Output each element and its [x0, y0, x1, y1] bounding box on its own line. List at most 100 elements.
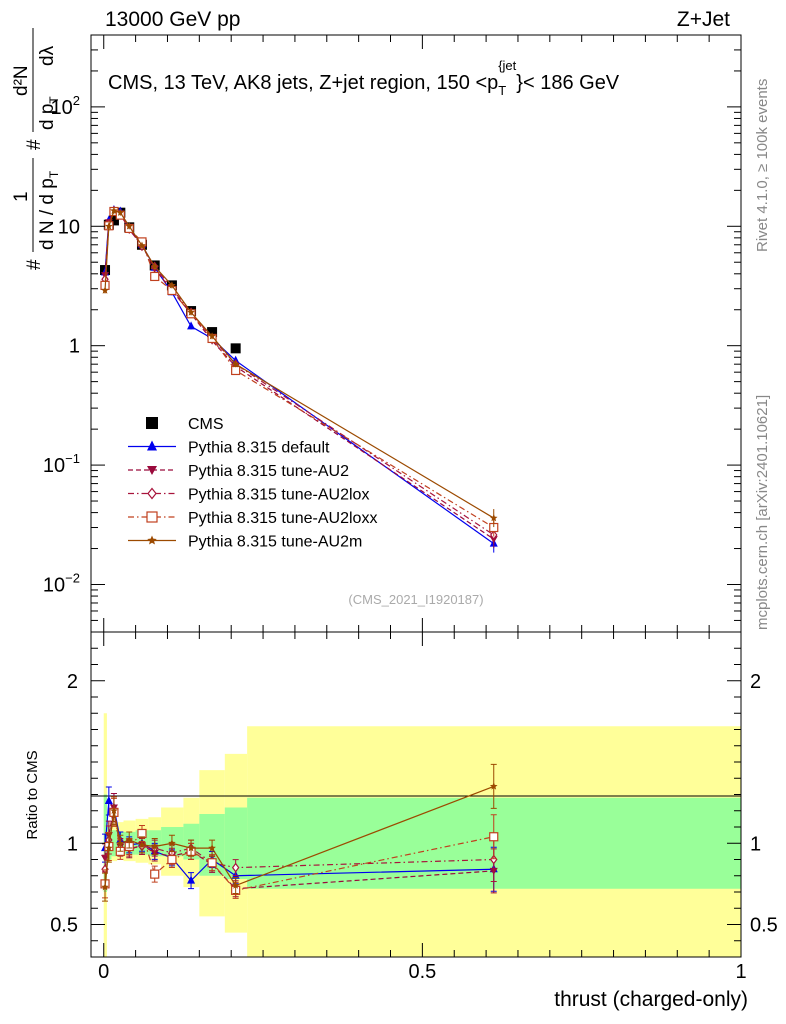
main-y-tick-labels: 10−2 10−1 1 10 102	[43, 93, 80, 597]
series-5-point-7	[168, 281, 176, 289]
series-5-point-6	[150, 262, 159, 270]
ratio-series-4-point-0	[101, 883, 109, 891]
series-0-group	[100, 207, 241, 354]
ratio-series-4-point-5	[138, 840, 146, 849]
series-5-line	[104, 209, 495, 519]
ratio-y-axis-label: Ratio to CMS	[24, 750, 41, 839]
ylabel-den: d N / d pT	[37, 170, 61, 250]
main-ytick-label-0: 10−2	[43, 570, 80, 596]
ratio-series-4-point-4	[125, 836, 134, 844]
main-data-layer	[100, 204, 499, 553]
series-5-point-11	[489, 514, 498, 522]
ylabel-num: d²N	[11, 65, 32, 96]
x-tick-labels: 0 0.5 1	[98, 961, 746, 983]
ratio-series-2-point-10	[231, 862, 240, 873]
series-4-line	[104, 210, 495, 529]
ratio-y-tick-labels: 0.5 0.5 1 1 2 2	[50, 671, 778, 937]
series-4-point-10	[231, 365, 241, 376]
ylabel-hash-2: #	[24, 139, 45, 150]
legend-marker-4	[146, 511, 158, 523]
x-axis-label: thrust (charged-only)	[554, 988, 748, 1011]
energy-label: 13000 GeV pp	[105, 8, 240, 31]
series-5-point-1	[105, 222, 113, 230]
series-0-point-9	[207, 327, 218, 338]
main-title-text: CMS, 13 TeV, AK8 jets, Z+jet region, 150…	[108, 72, 498, 94]
ratio-series-3-point-5	[137, 828, 147, 839]
ylabel-dlambda: dλ	[37, 45, 58, 66]
main-title-tail: < 186 GeV	[523, 72, 620, 94]
legend-label-5: Pythia 8.315 tune-AU2m	[188, 534, 362, 551]
legend-marker-0	[146, 417, 158, 429]
series-5-point-10	[231, 360, 240, 368]
ratio-ytick-label-left-1: 1	[67, 833, 78, 855]
series-5-point-2	[110, 206, 118, 214]
series-5-point-9	[208, 332, 216, 340]
series-5-group	[101, 206, 498, 528]
ratio-series-4-line	[104, 785, 494, 888]
series-5-point-5	[138, 241, 146, 249]
ratio-uncertainty-bands	[103, 713, 742, 957]
ratio-series-4-group	[101, 763, 498, 902]
ratio-series-0-point-1	[104, 796, 113, 804]
ratio-ytick-label-right-0: 0.5	[750, 915, 778, 937]
ratio-ytick-label-left-2: 2	[67, 671, 78, 693]
legend-marker-2	[147, 466, 157, 475]
series-5-point-8	[187, 308, 195, 316]
series-0-point-2	[108, 215, 119, 226]
ratio-series-4-point-6	[150, 842, 159, 850]
series-4-point-6	[150, 271, 160, 282]
ratio-series-2-point-11	[489, 854, 498, 865]
ratio-axis-ticks	[91, 632, 742, 957]
ratio-series-0-point-8	[187, 875, 196, 884]
ylabel-hash-1: #	[24, 259, 45, 270]
ratio-series-3-point-9	[207, 858, 217, 868]
legend-marker-5	[147, 535, 157, 545]
main-ytick-label-2: 1	[69, 336, 80, 358]
series-5-point-4	[125, 222, 134, 230]
main-title-sub: T	[498, 83, 506, 98]
watermark-label: (CMS_2021_I1920187)	[348, 592, 483, 607]
series-1-point-8	[187, 321, 196, 330]
legend-label-4: Pythia 8.315 tune-AU2loxx	[188, 510, 377, 527]
ratio-series-3-point-11	[489, 832, 499, 842]
ylabel-num2: d pT	[37, 96, 61, 130]
ratio-series-4-point-10	[231, 881, 240, 889]
series-5-point-0	[101, 286, 109, 294]
legend: CMS Pythia 8.315 default Pythia 8.315 tune…	[128, 416, 377, 551]
legend-label-0: CMS	[188, 416, 224, 433]
main-ytick-label-1: 10−1	[43, 451, 80, 477]
legend-label-3: Pythia 8.315 tune-AU2lox	[188, 487, 369, 504]
ratio-series-4-point-11	[489, 782, 498, 790]
ratio-series-3-point-7	[167, 854, 177, 865]
ratio-data-layer	[100, 763, 499, 902]
x-tick-label-1: 0.5	[408, 961, 436, 983]
mcplots-label: mcplots.cern.ch [arXiv:2401.10621]	[754, 395, 771, 630]
legend-marker-1	[147, 440, 157, 451]
main-title-close: }	[516, 72, 523, 94]
process-label: Z+Jet	[677, 8, 730, 31]
green-band-segment-10	[224, 807, 248, 879]
green-band-segment-2	[111, 830, 118, 857]
main-ytick-label-4: 102	[51, 93, 80, 119]
main-y-axis-label: # 1 d N / d pT # d²N d pT dλ	[11, 28, 61, 270]
ratio-series-1-line	[104, 807, 494, 890]
ratio-series-4-point-7	[168, 839, 176, 847]
ratio-ytick-label-right-2: 2	[750, 671, 761, 693]
legend-label-2: Pythia 8.315 tune-AU2	[188, 463, 349, 480]
series-0-point-10	[230, 343, 241, 354]
ratio-series-4-point-8	[187, 844, 195, 852]
main-title-sup: {jet	[498, 58, 516, 73]
legend-label-1: Pythia 8.315 default	[188, 440, 330, 457]
ratio-series-4-point-2	[110, 806, 118, 814]
ylabel-one: 1	[11, 191, 32, 202]
ratio-series-4-point-3	[116, 839, 125, 847]
x-tick-label-2: 1	[735, 961, 746, 983]
ratio-series-3-point-6	[150, 869, 160, 879]
main-axis-ticks	[91, 34, 742, 633]
main-panel: CMS, 13 TeV, AK8 jets, Z+jet region, 150…	[11, 28, 742, 633]
ratio-series-4-point-9	[208, 844, 216, 852]
ratio-panel: 0.5 0.5 1 1 2 2 0 0.5 1 Ratio to CMS thrust (ch…	[24, 631, 778, 1011]
ratio-series-4-point-1	[105, 844, 113, 852]
x-tick-label-0: 0	[98, 961, 109, 983]
rivet-version-label: Rivet 4.1.0, ≥ 100k events	[754, 79, 771, 252]
